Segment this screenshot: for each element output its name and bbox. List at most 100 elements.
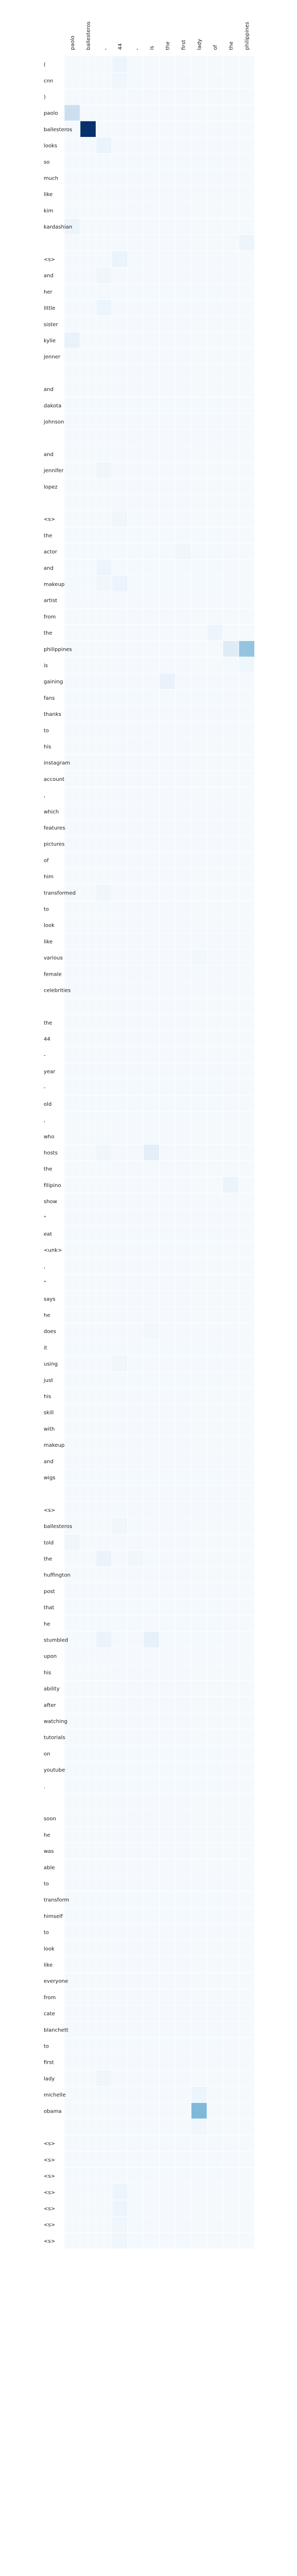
heatmap-cell <box>96 137 112 154</box>
heatmap-cell <box>207 2184 223 2200</box>
heatmap-cell <box>128 1843 144 1859</box>
heatmap-cell <box>207 1826 223 1842</box>
heatmap-cell <box>223 478 239 495</box>
heatmap-cell <box>80 105 96 121</box>
heatmap-cell <box>160 966 175 982</box>
heatmap-cell <box>223 1615 239 1632</box>
heatmap-cell <box>175 332 191 348</box>
heatmap-cell <box>239 348 254 364</box>
heatmap-cell <box>96 2135 112 2151</box>
heatmap-cell <box>80 1826 96 1842</box>
heatmap-cell <box>223 657 239 673</box>
heatmap-cell <box>80 2151 96 2167</box>
y-tick-label: <s> <box>44 257 55 263</box>
heatmap-cell <box>239 1794 254 1810</box>
heatmap-cell <box>128 787 144 803</box>
heatmap-cell <box>223 2184 239 2200</box>
heatmap-cell <box>96 381 112 397</box>
heatmap-cell <box>175 2022 191 2038</box>
heatmap-cell <box>191 381 207 397</box>
heatmap-cell <box>80 2038 96 2054</box>
heatmap-cell <box>223 608 239 624</box>
heatmap-cell <box>128 544 144 560</box>
heatmap-cell <box>128 657 144 673</box>
heatmap-cell <box>96 170 112 186</box>
heatmap-cell <box>207 1632 223 1648</box>
heatmap-cell <box>239 1339 254 1355</box>
heatmap-cell <box>96 2168 112 2184</box>
heatmap-cell <box>175 998 191 1014</box>
heatmap-cell <box>144 625 159 641</box>
heatmap-cell <box>223 1648 239 1664</box>
heatmap-cell <box>160 1307 175 1323</box>
heatmap-cell <box>160 1599 175 1615</box>
heatmap-cell <box>96 998 112 1014</box>
heatmap-cell <box>128 625 144 641</box>
heatmap-cell <box>144 1485 159 1501</box>
x-tick-label: , <box>133 48 139 50</box>
heatmap-cell <box>128 1632 144 1648</box>
heatmap-cell <box>207 235 223 251</box>
heatmap-cell <box>239 1534 254 1550</box>
heatmap-cell <box>207 1356 223 1372</box>
heatmap-cell <box>96 1177 112 1193</box>
heatmap-cell <box>128 966 144 982</box>
heatmap-cell <box>144 1404 159 1420</box>
heatmap-cell <box>239 1501 254 1518</box>
heatmap-cell <box>128 1242 144 1258</box>
heatmap-cell <box>207 722 223 738</box>
heatmap-cell <box>144 511 159 527</box>
heatmap-cell <box>144 2103 159 2119</box>
heatmap-cell <box>175 836 191 852</box>
heatmap-cell <box>128 2119 144 2135</box>
y-tick-label: filipino <box>44 1183 61 1189</box>
heatmap-cell <box>80 1079 96 1095</box>
heatmap-cell <box>160 1567 175 1583</box>
heatmap-cell <box>239 1193 254 1209</box>
heatmap-cell <box>175 316 191 332</box>
heatmap-cell <box>191 1713 207 1729</box>
heatmap-cell <box>96 186 112 202</box>
heatmap-cell <box>160 251 175 267</box>
y-tick-label: and <box>44 452 54 458</box>
y-tick-label: jenner <box>43 355 61 360</box>
heatmap-cell <box>191 901 207 917</box>
heatmap-cell <box>175 235 191 251</box>
y-tick-label: like <box>44 939 53 945</box>
heatmap-cell <box>160 1274 175 1291</box>
y-tick-label: the <box>44 1020 52 1026</box>
heatmap-cell <box>191 186 207 202</box>
heatmap-cell <box>239 641 254 657</box>
heatmap-cell <box>144 2216 159 2232</box>
heatmap-cell <box>239 754 254 771</box>
y-tick-label: with <box>44 1426 55 1432</box>
heatmap-cell <box>239 2200 254 2216</box>
heatmap-cell <box>112 1875 127 1891</box>
heatmap-cell <box>207 2038 223 2054</box>
heatmap-cell <box>112 430 127 446</box>
heatmap-cell <box>239 1567 254 1583</box>
heatmap-cell <box>96 1356 112 1372</box>
heatmap-cell <box>128 316 144 332</box>
heatmap-cell <box>128 868 144 885</box>
heatmap-cell <box>144 364 159 381</box>
y-tick-label: female <box>44 971 61 977</box>
heatmap-cell <box>160 332 175 348</box>
heatmap-cell <box>175 72 191 89</box>
heatmap-cell <box>175 689 191 705</box>
heatmap-cell <box>223 1047 239 1063</box>
heatmap-cell <box>207 1128 223 1144</box>
heatmap-cell <box>207 283 223 299</box>
heatmap-cell <box>64 1729 80 1745</box>
heatmap-cell <box>112 819 127 836</box>
heatmap-cell <box>64 56 80 72</box>
heatmap-cell <box>80 1762 96 1778</box>
heatmap-cell <box>128 836 144 852</box>
y-tick-label: soon <box>44 1816 56 1822</box>
heatmap-cell <box>112 1112 127 1128</box>
heatmap-cell <box>80 982 96 998</box>
heatmap-cell <box>144 1989 159 2005</box>
heatmap-cell <box>128 137 144 154</box>
heatmap-cell <box>223 267 239 283</box>
heatmap-cell <box>175 1453 191 1469</box>
